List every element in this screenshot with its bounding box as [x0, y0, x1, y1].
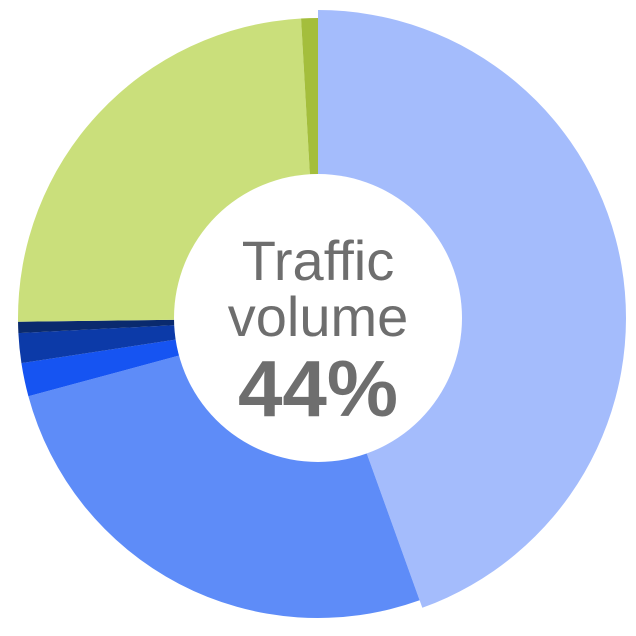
donut-slice-4 — [18, 324, 190, 364]
donut-slice-7 — [301, 18, 318, 189]
donut-slices — [18, 10, 626, 618]
center-label-value: 44% — [238, 344, 398, 433]
donut-slice-3 — [21, 337, 193, 397]
donut-slice-6 — [18, 18, 311, 322]
donut-slice-2 — [28, 351, 420, 618]
center-label-line1: Traffic — [242, 229, 394, 292]
center-hole — [174, 174, 462, 462]
center-label-line2: volume — [228, 285, 409, 348]
donut-slice-1 — [318, 10, 626, 608]
donut-slice-5 — [18, 319, 189, 334]
